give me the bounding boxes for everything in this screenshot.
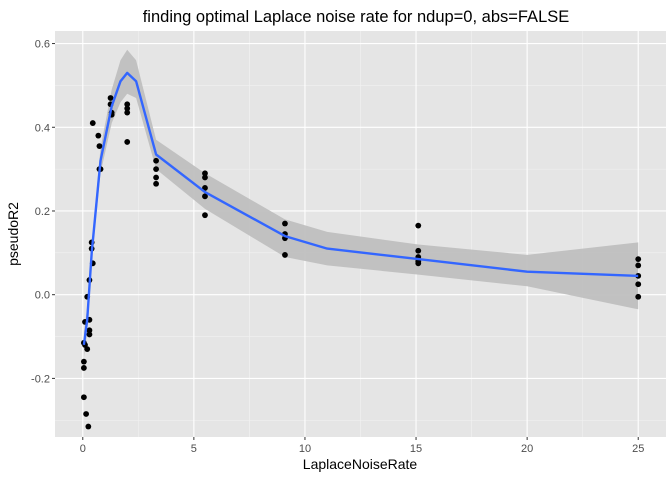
data-point <box>415 260 422 267</box>
x-tick-label: 10 <box>299 443 311 455</box>
data-point <box>80 358 87 365</box>
data-point <box>153 157 159 164</box>
x-tick-label: 0 <box>80 443 86 455</box>
data-point <box>635 281 642 288</box>
data-point <box>80 365 87 371</box>
data-point <box>124 139 131 145</box>
data-point <box>153 166 159 173</box>
data-point <box>153 180 159 187</box>
data-point <box>202 170 208 177</box>
data-point <box>86 327 93 334</box>
data-point <box>282 252 288 258</box>
confidence-band <box>83 49 639 358</box>
data-point <box>86 331 93 338</box>
data-point <box>202 193 208 200</box>
data-point <box>635 272 642 279</box>
data-point <box>124 105 131 112</box>
x-tick-label: 15 <box>410 443 422 455</box>
data-point <box>124 101 131 108</box>
y-tick-label: -0.2 <box>31 373 50 385</box>
smooth-line-group <box>82 71 639 346</box>
data-point <box>635 262 642 269</box>
chart-title: finding optimal Laplace noise rate for n… <box>143 8 570 26</box>
data-point <box>202 212 208 219</box>
y-tick-label: 0.2 <box>35 206 50 218</box>
smooth-line <box>82 71 639 346</box>
x-tick-label: 5 <box>191 443 197 455</box>
y-axis-ticks: -0.2 0.0 0.2 0.4 0.6 <box>31 39 55 385</box>
data-point <box>85 423 92 430</box>
y-tick-label: 0.6 <box>35 39 50 51</box>
data-point <box>107 95 114 101</box>
y-axis-title: pseudoR2 <box>5 202 21 266</box>
x-axis-ticks: 0 5 10 15 20 25 <box>80 437 644 455</box>
data-point <box>415 222 422 229</box>
data-point <box>84 346 91 353</box>
data-point <box>124 109 131 116</box>
y-tick-label: 0.4 <box>35 122 50 134</box>
data-point <box>95 132 102 139</box>
data-point <box>202 185 208 191</box>
data-point <box>415 247 422 254</box>
x-tick-label: 20 <box>521 443 533 455</box>
confidence-band-group <box>83 49 639 358</box>
data-point <box>89 120 96 126</box>
x-tick-label: 25 <box>632 443 644 455</box>
data-point <box>96 143 103 150</box>
data-point <box>83 411 90 417</box>
data-point <box>202 174 208 181</box>
data-point <box>282 220 288 227</box>
y-tick-label: 0.0 <box>35 290 50 302</box>
data-point <box>153 174 159 181</box>
x-axis-title: LaplaceNoiseRate <box>303 456 418 472</box>
data-point <box>635 293 642 300</box>
data-point <box>80 394 87 401</box>
data-point <box>635 256 642 263</box>
